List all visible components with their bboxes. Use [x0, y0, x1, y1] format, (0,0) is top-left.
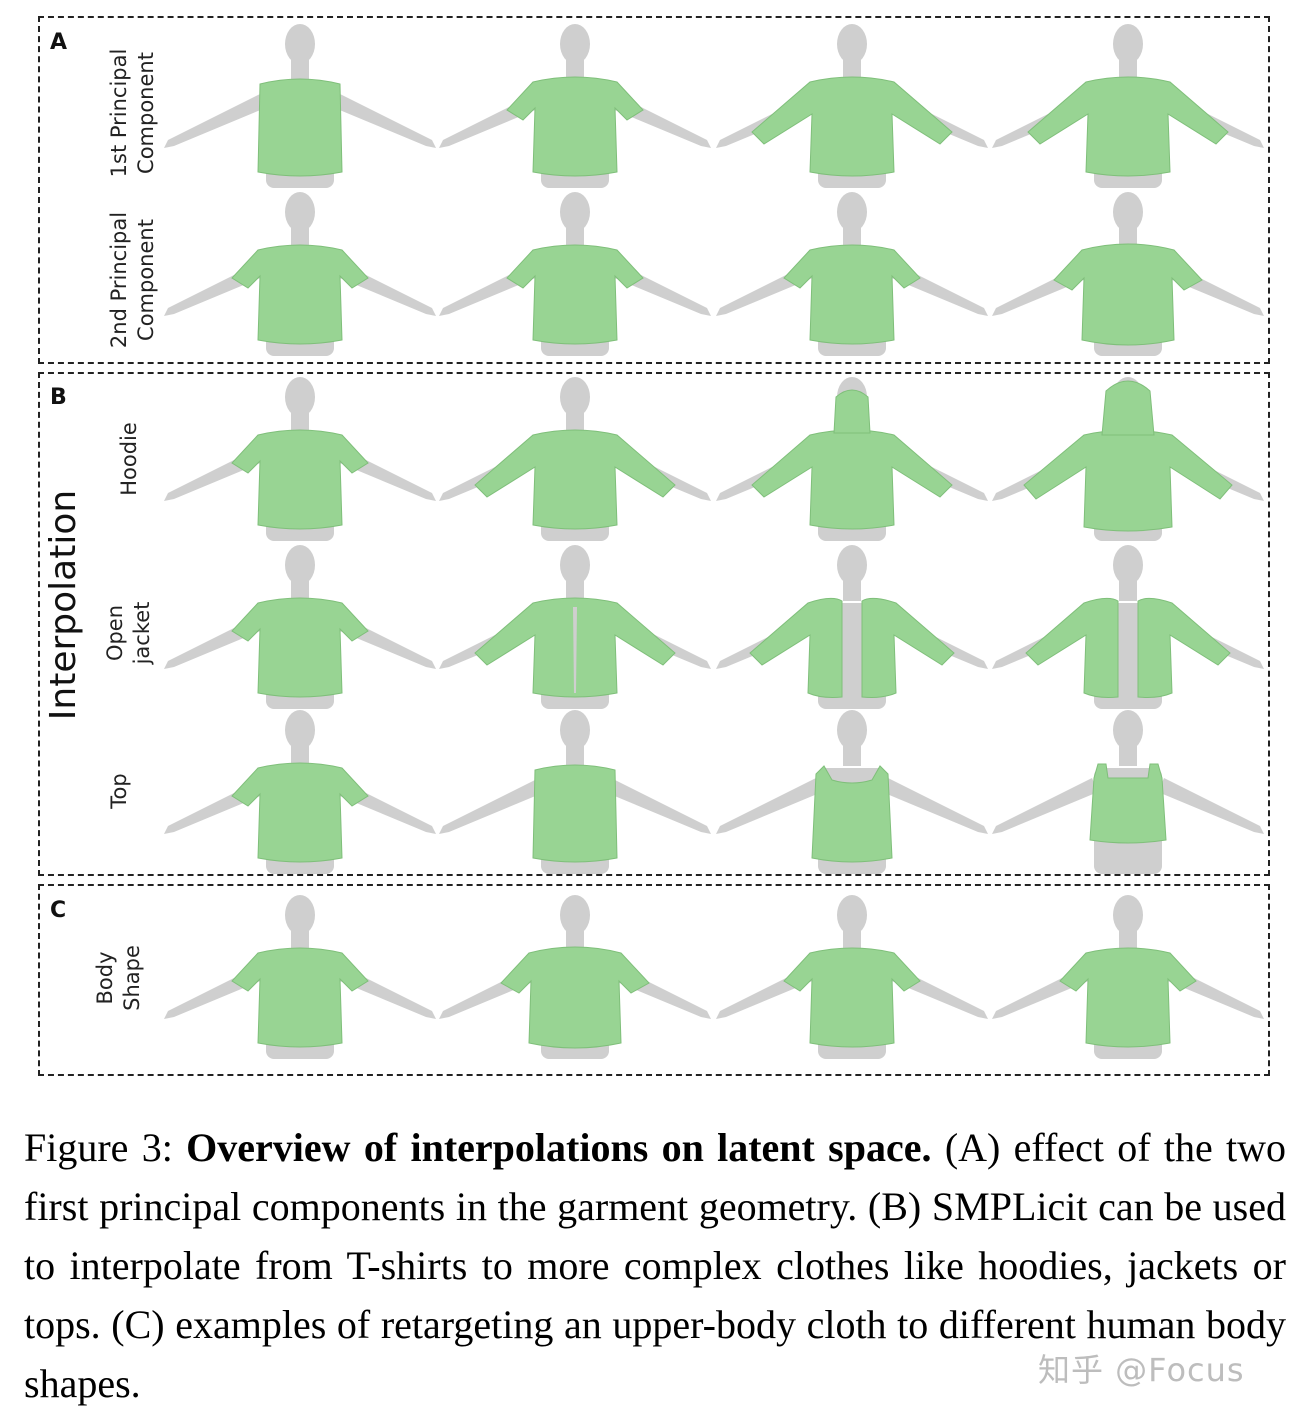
mannequin-figure	[712, 375, 992, 545]
mannequin-figure	[160, 708, 440, 878]
mannequin-figure	[160, 22, 440, 192]
mannequin-figure	[712, 893, 992, 1063]
mannequin-figure	[712, 708, 992, 878]
watermark: 知乎 @Focus	[1038, 1351, 1245, 1389]
mannequin-figure	[435, 22, 715, 192]
caption-title: Overview of interpolations on latent spa…	[186, 1125, 932, 1170]
row-label-pc1: 1st Principal Component	[107, 48, 158, 178]
mannequin-figure	[988, 22, 1268, 192]
panel-b-letter: B	[50, 385, 67, 410]
row-label-body-shape: Body Shape	[93, 945, 144, 1011]
mannequin-figure	[435, 375, 715, 545]
mannequin-figure	[160, 543, 440, 713]
mannequin-figure	[712, 22, 992, 192]
row-label-pc2: 2nd Principal Component	[107, 211, 158, 349]
mannequin-figure	[712, 543, 992, 713]
mannequin-figure	[712, 190, 992, 360]
mannequin-figure	[988, 708, 1268, 878]
caption-body: (A) effect of the two first principal co…	[24, 1125, 1287, 1406]
panel-a-letter: A	[50, 30, 68, 55]
mannequin-figure	[160, 190, 440, 360]
mannequin-figure	[160, 893, 440, 1063]
mannequin-figure	[988, 543, 1268, 713]
mannequin-figure	[988, 190, 1268, 360]
panel-b	[38, 372, 1270, 876]
panel-c	[38, 884, 1270, 1076]
row-label-open-jacket: Open jacket	[103, 601, 154, 665]
mannequin-figure	[435, 543, 715, 713]
caption-prefix: Figure 3:	[24, 1125, 173, 1170]
mannequin-figure	[435, 190, 715, 360]
figure-caption: Figure 3: Overview of interpolations on …	[24, 1118, 1286, 1413]
mannequin-figure	[160, 375, 440, 545]
panel-c-letter: C	[50, 898, 67, 923]
row-label-top: Top	[107, 773, 131, 809]
mannequin-figure	[435, 893, 715, 1063]
row-label-hoodie: Hoodie	[117, 422, 141, 496]
panel-a	[38, 16, 1270, 364]
mannequin-figure	[988, 893, 1268, 1063]
interpolation-label: Interpolation	[43, 489, 84, 721]
mannequin-figure	[435, 708, 715, 878]
mannequin-figure	[988, 375, 1268, 545]
